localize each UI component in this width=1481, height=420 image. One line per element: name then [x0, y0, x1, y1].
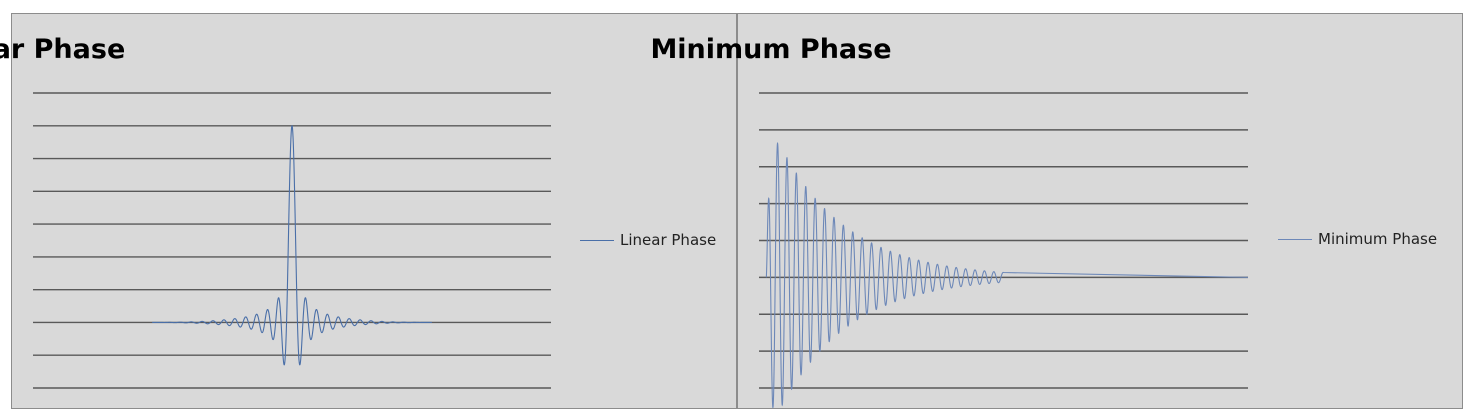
legend-swatch [580, 239, 614, 241]
plot-area-minimum-phase [759, 92, 1249, 409]
legend-label: Minimum Phase [1318, 230, 1438, 248]
chart-panel-linear-phase: Linear Phase Linear Phase [0, 13, 737, 409]
chart-title: Linear Phase [0, 34, 126, 65]
legend-swatch [1278, 238, 1312, 240]
series-line-linear-phase [152, 125, 432, 366]
chart-panel-minimum-phase: Minimum Phase Minimum Phase [650, 13, 1463, 409]
series-line-minimum-phase [765, 142, 1249, 409]
plot-area-linear-phase [33, 92, 551, 389]
chart-title: Minimum Phase [650, 34, 892, 65]
legend-label: Linear Phase [620, 231, 717, 249]
legend: Minimum Phase [1278, 230, 1437, 248]
legend: Linear Phase [580, 231, 716, 249]
